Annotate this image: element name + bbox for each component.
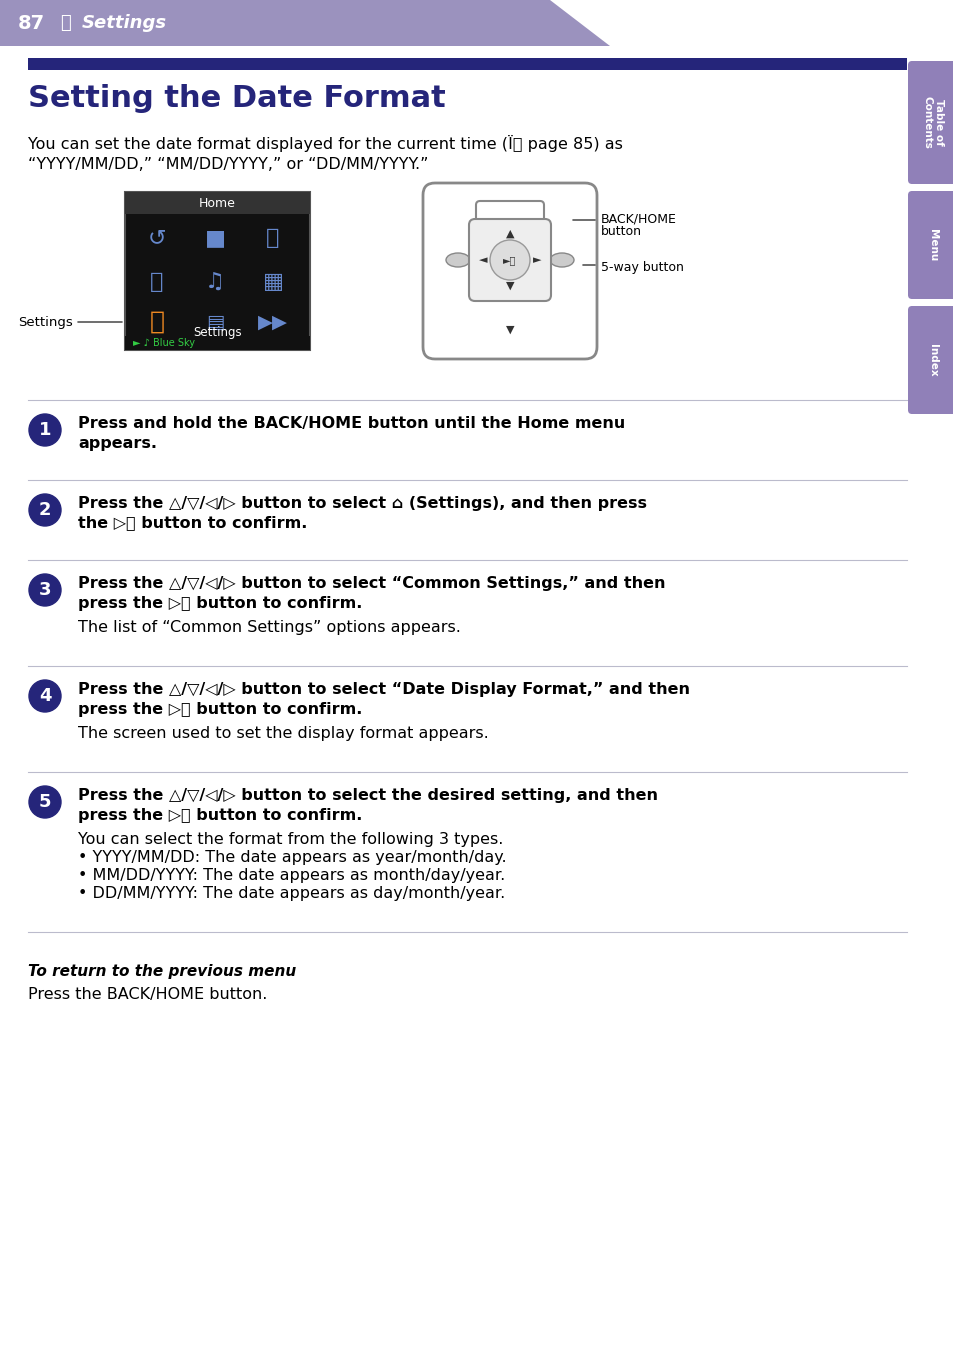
Text: ▦: ▦	[262, 273, 283, 292]
Text: Press the △/▽/◁/▷ button to select ⌂ (Settings), and then press: Press the △/▽/◁/▷ button to select ⌂ (Se…	[78, 496, 646, 511]
Text: press the ▷⎯ button to confirm.: press the ▷⎯ button to confirm.	[78, 701, 362, 717]
Text: • YYYY/MM/DD: The date appears as year/month/day.: • YYYY/MM/DD: The date appears as year/m…	[78, 849, 506, 864]
FancyBboxPatch shape	[125, 192, 310, 214]
Text: Settings: Settings	[193, 326, 241, 338]
Text: Press and hold the BACK/HOME button until the Home menu: Press and hold the BACK/HOME button unti…	[78, 416, 624, 432]
FancyBboxPatch shape	[476, 201, 543, 238]
FancyBboxPatch shape	[0, 0, 953, 47]
Circle shape	[29, 680, 61, 712]
Text: ► ♪ Blue Sky: ► ♪ Blue Sky	[132, 338, 194, 348]
Text: 5: 5	[39, 793, 51, 811]
FancyBboxPatch shape	[907, 62, 953, 184]
Text: Table of
Contents: Table of Contents	[922, 96, 943, 149]
Text: “YYYY/MM/DD,” “MM/DD/YYYY,” or “DD/MM/YYYY.”: “YYYY/MM/DD,” “MM/DD/YYYY,” or “DD/MM/YY…	[28, 158, 428, 173]
Circle shape	[490, 240, 530, 279]
Text: ▲: ▲	[505, 229, 514, 238]
Text: the ▷⎯ button to confirm.: the ▷⎯ button to confirm.	[78, 515, 307, 530]
Text: The screen used to set the display format appears.: The screen used to set the display forma…	[78, 726, 488, 741]
Text: appears.: appears.	[78, 436, 157, 451]
Text: You can set the date format displayed for the current time (Ï page 85) as: You can set the date format displayed fo…	[28, 136, 622, 152]
Text: 4: 4	[39, 686, 51, 706]
Text: ⛰: ⛰	[151, 273, 164, 292]
Text: The list of “Common Settings” options appears.: The list of “Common Settings” options ap…	[78, 621, 460, 636]
FancyBboxPatch shape	[422, 184, 597, 359]
Text: Setting the Date Format: Setting the Date Format	[28, 84, 445, 112]
Text: ↺: ↺	[148, 227, 166, 248]
FancyBboxPatch shape	[125, 336, 310, 349]
Text: • DD/MM/YYYY: The date appears as day/month/year.: • DD/MM/YYYY: The date appears as day/mo…	[78, 886, 505, 901]
Text: You can select the format from the following 3 types.: You can select the format from the follo…	[78, 832, 503, 847]
Text: To return to the previous menu: To return to the previous menu	[28, 964, 296, 980]
Text: • MM/DD/YYYY: The date appears as month/day/year.: • MM/DD/YYYY: The date appears as month/…	[78, 869, 505, 884]
Text: Press the △/▽/◁/▷ button to select “Common Settings,” and then: Press the △/▽/◁/▷ button to select “Comm…	[78, 575, 665, 590]
Text: ▼: ▼	[505, 325, 514, 336]
Text: ■: ■	[204, 227, 225, 248]
Text: ⛴: ⛴	[60, 14, 71, 32]
Text: 1: 1	[39, 421, 51, 438]
Text: Index: Index	[927, 344, 937, 377]
Circle shape	[29, 574, 61, 606]
Text: Ⓐ: Ⓐ	[266, 227, 279, 248]
Circle shape	[29, 414, 61, 447]
Text: ►⏯: ►⏯	[503, 255, 517, 264]
Text: Home: Home	[199, 196, 235, 210]
Text: ▼: ▼	[505, 281, 514, 290]
Text: Settings: Settings	[82, 14, 167, 32]
FancyBboxPatch shape	[469, 219, 551, 301]
FancyBboxPatch shape	[125, 192, 310, 349]
Text: press the ▷⎯ button to confirm.: press the ▷⎯ button to confirm.	[78, 596, 362, 611]
Text: Menu: Menu	[927, 229, 937, 262]
Ellipse shape	[446, 253, 470, 267]
Ellipse shape	[550, 253, 574, 267]
FancyBboxPatch shape	[907, 306, 953, 414]
Text: ◄: ◄	[478, 255, 487, 264]
Text: Press the BACK/HOME button.: Press the BACK/HOME button.	[28, 986, 267, 1001]
Text: Settings: Settings	[18, 315, 73, 329]
Text: 5-way button: 5-way button	[600, 262, 683, 274]
Text: ►: ►	[532, 255, 540, 264]
Circle shape	[29, 495, 61, 526]
Polygon shape	[550, 0, 953, 47]
FancyBboxPatch shape	[907, 190, 953, 299]
Text: press the ▷⎯ button to confirm.: press the ▷⎯ button to confirm.	[78, 807, 362, 822]
Text: 3: 3	[39, 581, 51, 599]
Text: ⛴: ⛴	[150, 310, 164, 334]
Text: ♫: ♫	[205, 273, 225, 292]
Circle shape	[29, 786, 61, 818]
Text: ▤: ▤	[206, 312, 224, 332]
Text: 87: 87	[18, 14, 45, 33]
Text: 2: 2	[39, 501, 51, 519]
Text: Press the △/▽/◁/▷ button to select “Date Display Format,” and then: Press the △/▽/◁/▷ button to select “Date…	[78, 682, 689, 697]
Text: BACK/HOME: BACK/HOME	[600, 212, 677, 225]
Text: button: button	[600, 225, 641, 238]
Text: ▶▶: ▶▶	[257, 312, 288, 332]
Text: Press the △/▽/◁/▷ button to select the desired setting, and then: Press the △/▽/◁/▷ button to select the d…	[78, 788, 658, 803]
FancyBboxPatch shape	[28, 58, 906, 70]
